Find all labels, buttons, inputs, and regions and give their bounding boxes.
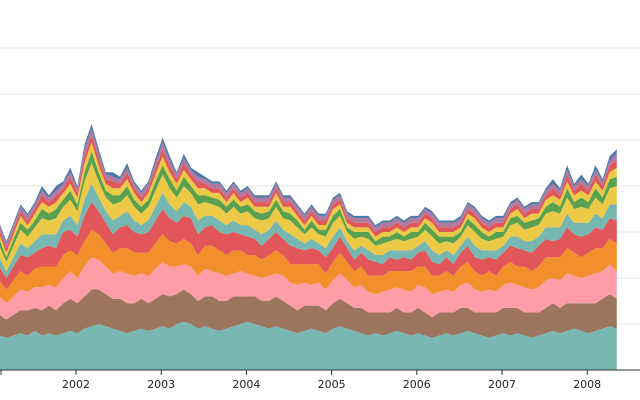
area-layers [0, 123, 617, 370]
x-tick-label: 2007 [488, 378, 516, 391]
area-series-3 [0, 257, 617, 320]
x-tick-label: 2002 [62, 378, 90, 391]
area-series-11 [0, 128, 617, 249]
x-tick-label: 2004 [232, 378, 260, 391]
area-series-5 [0, 202, 617, 290]
area-series-10 [0, 135, 617, 253]
area-series-2 [0, 289, 617, 338]
x-tick-label: 2008 [573, 378, 601, 391]
area-series-4 [0, 229, 617, 304]
area-series-1 [0, 321, 617, 370]
x-axis-ticks: 2002 2003 2004 2005 2006 2007 2008 [0, 370, 601, 391]
x-tick-label: 2005 [318, 378, 346, 391]
x-tick-label: 2006 [403, 378, 431, 391]
area-series-12 [0, 123, 617, 244]
x-tick-label: 2003 [147, 378, 175, 391]
